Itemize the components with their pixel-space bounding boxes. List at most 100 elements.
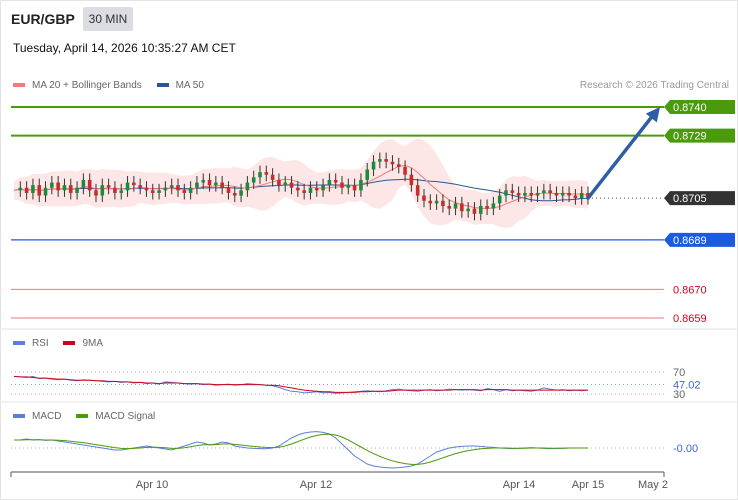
symbol-label: EUR/GBP: [11, 11, 75, 27]
rsi-level-label-30: 30: [673, 389, 685, 401]
macd-legend: MACD MACD Signal: [13, 411, 167, 422]
candle-body: [176, 185, 180, 191]
candle-body: [188, 187, 193, 193]
candle-body: [68, 185, 73, 193]
candle-body: [453, 203, 458, 209]
candle-body: [523, 192, 527, 196]
candle-body: [207, 179, 212, 186]
candle-body: [125, 182, 130, 191]
interval-button[interactable]: 30 MIN: [83, 7, 133, 31]
candle-body: [283, 182, 288, 186]
projection-arrow-shaft: [586, 112, 656, 200]
projection-arrow-head: [645, 107, 660, 123]
candle-body: [277, 179, 281, 186]
candle-body: [384, 159, 388, 162]
macd-series-signal: [14, 433, 588, 465]
candle-body: [378, 159, 382, 162]
candle-body: [567, 192, 571, 196]
candle-body: [497, 195, 502, 204]
candle-body: [75, 187, 79, 193]
candle-body: [100, 185, 105, 196]
rsi-current-label: 47.02: [673, 380, 701, 392]
candle-body: [327, 179, 332, 186]
candle-body: [510, 190, 515, 193]
candle-body: [302, 190, 306, 193]
candle-body: [119, 190, 124, 193]
level-tag-0.8705: [664, 191, 735, 206]
candle-body: [270, 174, 275, 180]
level-label-0.8689: 0.8689: [673, 235, 707, 247]
level-label-0.8729: 0.8729: [673, 131, 707, 143]
rsi-legend: RSI 9MA: [13, 338, 115, 349]
candle-body: [195, 182, 199, 188]
rsi-legend-label: RSI: [32, 338, 49, 349]
candle-body: [516, 192, 521, 196]
candle-body: [18, 187, 23, 191]
rsi-swatch: [13, 341, 25, 346]
candle-body: [150, 190, 155, 193]
candle-body: [472, 208, 477, 214]
candle-body: [434, 200, 439, 204]
candle-body: [333, 179, 338, 183]
candle-body: [415, 185, 420, 196]
candle-body: [163, 187, 168, 191]
candles-group: [18, 152, 590, 221]
candle-body: [87, 179, 92, 191]
candle-body: [232, 192, 237, 196]
x-tick-label: Apr 15: [572, 479, 604, 491]
x-tick-label: Apr 14: [503, 479, 535, 491]
candle-body: [321, 185, 325, 191]
candle-body: [62, 185, 67, 191]
candle-body: [428, 200, 433, 204]
candle-body: [56, 182, 60, 191]
candle-body: [447, 205, 452, 209]
candle-body: [144, 187, 149, 191]
candle-body: [579, 192, 584, 199]
candle-body: [245, 182, 250, 191]
x-tick-label: Apr 10: [136, 479, 168, 491]
price-legend: MA 20 + Bollinger Bands MA 50: [13, 80, 216, 91]
candle-body: [390, 161, 395, 165]
candle-body: [31, 185, 35, 193]
ma20-swatch: [13, 83, 25, 88]
rsi-series-rsi: [13, 375, 589, 394]
candle-body: [371, 161, 376, 170]
candle-body: [157, 190, 161, 193]
candle-body: [220, 182, 224, 188]
candle-body: [50, 182, 54, 188]
x-tick-label: Apr 12: [300, 479, 332, 491]
candle-body: [169, 185, 174, 188]
macd-swatch: [13, 414, 25, 419]
candle-body: [37, 185, 42, 196]
x-tick-label: May 2: [638, 479, 668, 491]
candle-body: [491, 203, 496, 209]
candle-body: [485, 205, 489, 209]
candle-body: [403, 166, 407, 175]
candle-body: [409, 174, 414, 186]
candle-body: [340, 182, 344, 188]
candle-body: [478, 205, 483, 214]
candle-body: [296, 187, 300, 191]
candle-body: [258, 172, 262, 178]
candle-body: [554, 192, 559, 196]
candle-body: [346, 185, 351, 188]
candle-body: [422, 195, 426, 201]
credit-label: Research © 2026 Trading Central: [579, 80, 729, 91]
candle-body: [251, 177, 256, 183]
candle-body: [365, 169, 370, 180]
macd-signal-swatch: [76, 414, 89, 419]
candle-body: [132, 182, 136, 186]
candle-body: [441, 200, 445, 206]
candle-body: [239, 190, 243, 196]
level-tag-0.8729: [664, 128, 735, 143]
rsi-series-9ma: [13, 375, 588, 393]
candle-body: [548, 190, 552, 193]
candle-body: [504, 190, 508, 196]
candle-body: [314, 187, 319, 191]
rsi-level-label-70: 70: [673, 367, 685, 379]
level-label-0.8659: 0.8659: [673, 313, 707, 325]
macd-legend-label: MACD: [32, 411, 62, 422]
candle-body: [573, 195, 578, 199]
candle-body: [226, 187, 231, 193]
